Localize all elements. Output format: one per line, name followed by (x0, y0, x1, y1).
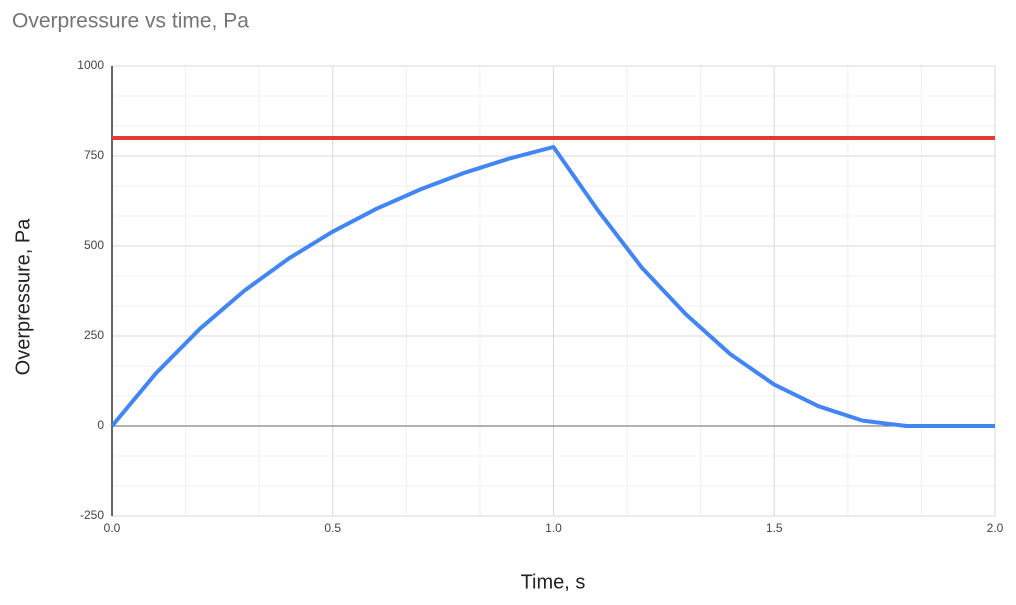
chart-title: Overpressure vs time, Pa (12, 10, 249, 33)
y-tick-label: 250 (84, 328, 104, 342)
x-tick-label: 1.5 (766, 521, 783, 535)
x-tick-label: 1.0 (545, 521, 562, 535)
x-tick-label: 0.0 (104, 521, 121, 535)
y-tick-label: -250 (80, 508, 104, 522)
y-tick-label: 500 (84, 238, 104, 252)
y-tick-label: 1000 (77, 58, 104, 72)
x-tick-label: 2.0 (987, 521, 1004, 535)
series-line (110, 145, 995, 428)
x-axis-title: Time, s (521, 571, 586, 593)
x-tick-label: 0.5 (324, 521, 341, 535)
y-tick-label: 750 (84, 148, 104, 162)
y-axis-title: Overpressure, Pa (12, 218, 34, 376)
y-tick-label: 0 (97, 418, 104, 432)
